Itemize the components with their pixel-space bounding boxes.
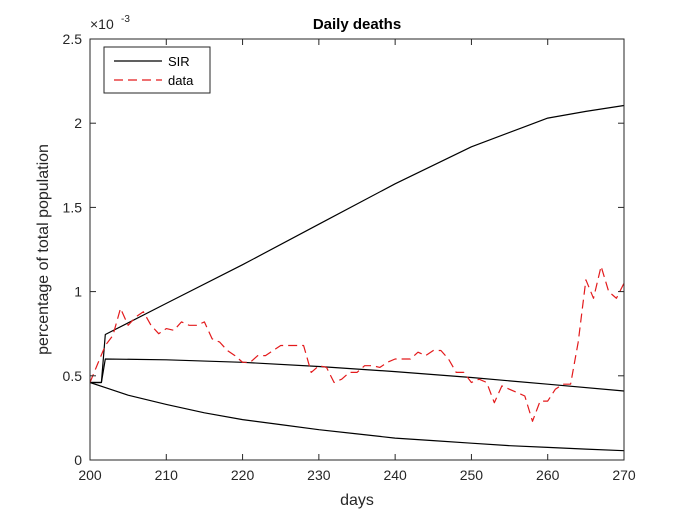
y-axis-exponent: ×10 -3: [90, 14, 130, 32]
legend-box: [103, 46, 211, 94]
ticks-layer: 200 210 220 230 240 250 260 270 0 0.5 1 1.5 2 2.5: [63, 31, 636, 483]
y-tick-label: 0: [74, 452, 82, 468]
x-tick-label: 260: [536, 467, 560, 483]
x-tick-label: 230: [307, 467, 331, 483]
x-axis-title: days: [340, 492, 374, 509]
y-tick-label: 2: [74, 115, 82, 131]
y-axis-title: percentage of total population: [35, 144, 52, 355]
y-tick-label: 1: [74, 284, 82, 300]
y-axis-exponent-base: ×10: [90, 16, 114, 32]
x-tick-label: 220: [231, 467, 255, 483]
chart-title: Daily deaths: [313, 16, 401, 33]
y-tick-label: 2.5: [63, 31, 83, 47]
series-layer: [89, 104, 625, 452]
x-tick-label: 240: [383, 467, 407, 483]
axes-box: [89, 38, 625, 461]
y-axis-exponent-power: -3: [121, 14, 130, 25]
series-line-sir-2: [89, 381, 625, 452]
x-tick-label: 250: [460, 467, 484, 483]
x-tick-label: 270: [612, 467, 636, 483]
y-tick-label: 1.5: [63, 199, 83, 215]
series-line-sir: [90, 104, 625, 384]
legend: SIR data: [103, 46, 211, 94]
legend-label-data: data: [168, 73, 194, 88]
y-tick-label: 0.5: [63, 368, 83, 384]
legend-label-sir: SIR: [168, 54, 190, 69]
series-line-data: [89, 265, 625, 422]
x-tick-label: 200: [78, 467, 102, 483]
plot-area: [90, 39, 624, 460]
series-line-sir-1: [90, 358, 625, 392]
x-tick-label: 210: [155, 467, 179, 483]
